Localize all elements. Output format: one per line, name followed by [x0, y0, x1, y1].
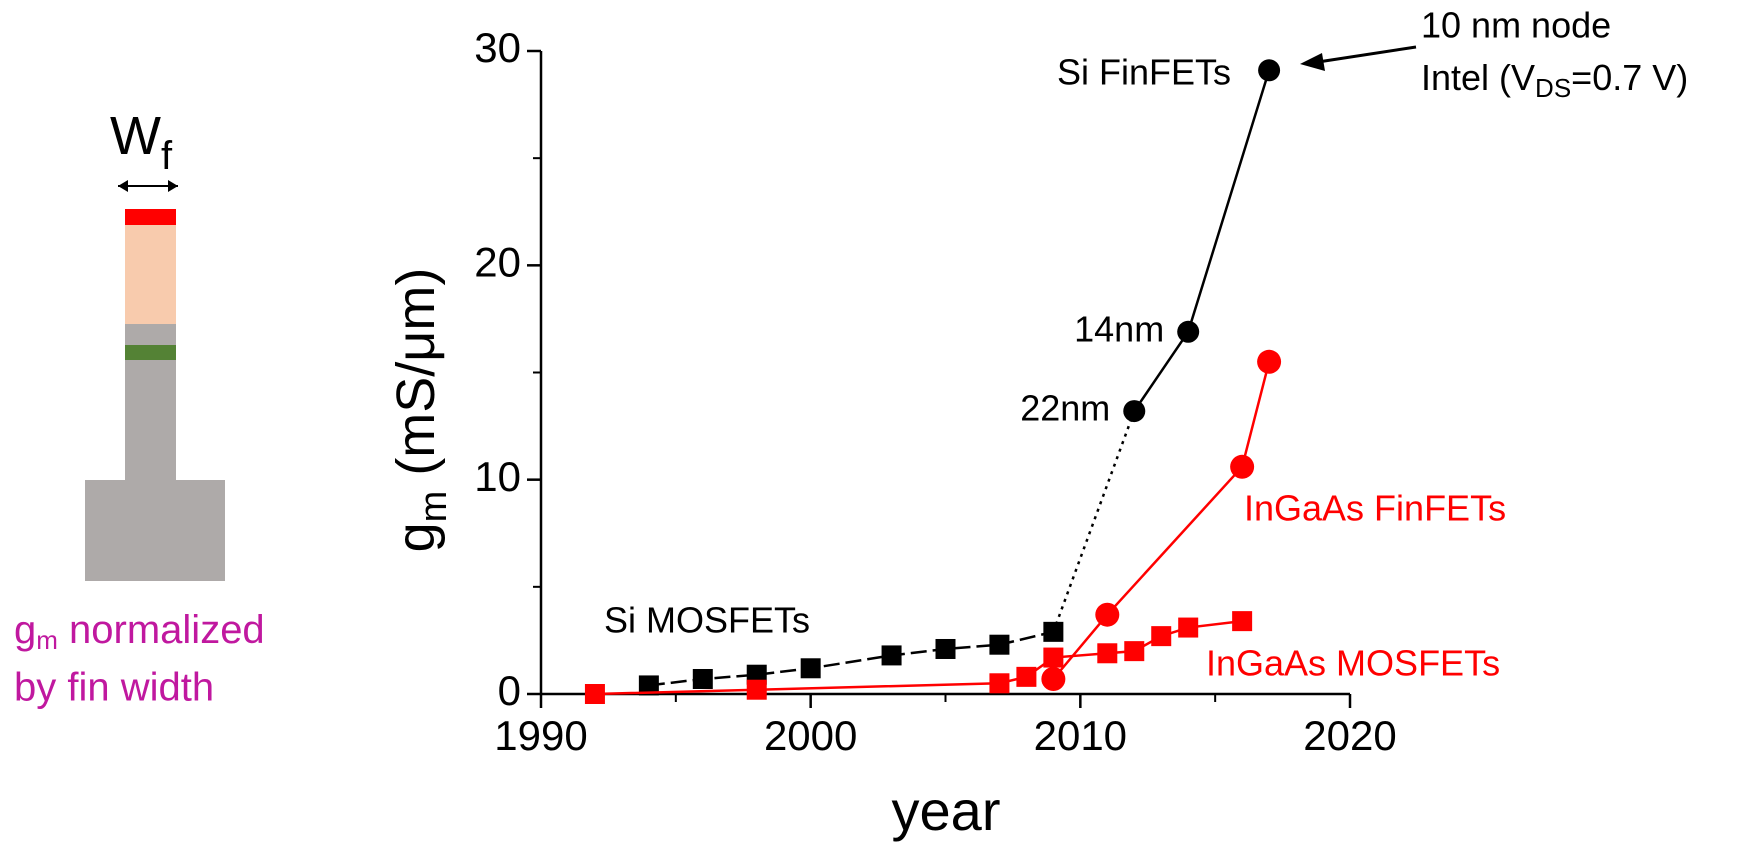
x-axis-label: year [892, 779, 1001, 842]
square-marker [1043, 622, 1063, 642]
caption-g: g [14, 608, 36, 652]
y-tick-label: 20 [474, 238, 521, 285]
square-marker [882, 645, 902, 665]
fin-top [125, 209, 176, 225]
series-line [1134, 70, 1269, 411]
series-label: Si FinFETs [1057, 52, 1231, 93]
square-marker [747, 680, 767, 700]
figure: Wf gm normalized by fin width year gm (m… [0, 0, 1750, 845]
caption-rest: normalized [58, 608, 265, 652]
callout-line2: Intel (VDS=0.7 V) [1421, 57, 1688, 103]
y-label-rest: (mS/μm) [386, 268, 446, 491]
square-marker [1097, 643, 1117, 663]
point-label: 14nm [1074, 308, 1164, 349]
caption-sub: m [36, 625, 58, 655]
width-label: Wf [110, 106, 173, 177]
y-tick-label: 30 [474, 24, 521, 71]
circle-marker [1257, 350, 1281, 374]
circle-marker [1230, 455, 1254, 479]
circle-marker [1041, 667, 1065, 691]
callout-line1: 10 nm node [1421, 5, 1611, 46]
series-label: InGaAs MOSFETs [1206, 643, 1500, 684]
x-tick-label: 2020 [1303, 712, 1396, 759]
y-label-main: g [386, 522, 446, 552]
fin-base [85, 480, 225, 581]
square-marker [1016, 667, 1036, 687]
y-axis-label: gm (mS/μm) [386, 268, 455, 553]
width-label-main: W [110, 106, 161, 166]
width-label-sub: f [161, 134, 173, 178]
square-marker [585, 684, 605, 704]
callout-arrow [1318, 47, 1416, 62]
square-marker [1124, 641, 1144, 661]
series-label: InGaAs FinFETs [1244, 488, 1506, 529]
y-tick-label: 0 [498, 667, 521, 714]
caption-line2: by fin width [14, 666, 214, 710]
circle-marker [1177, 321, 1199, 343]
callout-pre: Intel (V [1421, 57, 1535, 98]
y-tick-label: 10 [474, 453, 521, 500]
y-label-sub: m [413, 491, 455, 523]
caption-line1: gm normalized [14, 608, 265, 655]
fin-diagram: Wf gm normalized by fin width [14, 106, 265, 709]
callout-sub: DS [1535, 73, 1571, 103]
circle-marker [1123, 400, 1145, 422]
circle-marker [1095, 603, 1119, 627]
x-tick-label: 2010 [1034, 712, 1127, 759]
square-marker [989, 673, 1009, 693]
square-marker [1178, 618, 1198, 638]
square-marker [693, 669, 713, 689]
square-marker [989, 635, 1009, 655]
x-tick-label: 1990 [494, 712, 587, 759]
callout-post: =0.7 V) [1571, 57, 1688, 98]
point-label: 22nm [1020, 388, 1110, 429]
square-marker [1151, 626, 1171, 646]
fin-layer [125, 225, 176, 324]
callout-arrow-head [1300, 53, 1325, 71]
square-marker [1043, 648, 1063, 668]
circle-marker [1258, 59, 1280, 81]
square-marker [936, 639, 956, 659]
fin-channel [125, 345, 176, 360]
x-tick-label: 2000 [764, 712, 857, 759]
square-marker [801, 658, 821, 678]
series-label: Si MOSFETs [604, 600, 810, 641]
square-marker [1232, 611, 1252, 631]
